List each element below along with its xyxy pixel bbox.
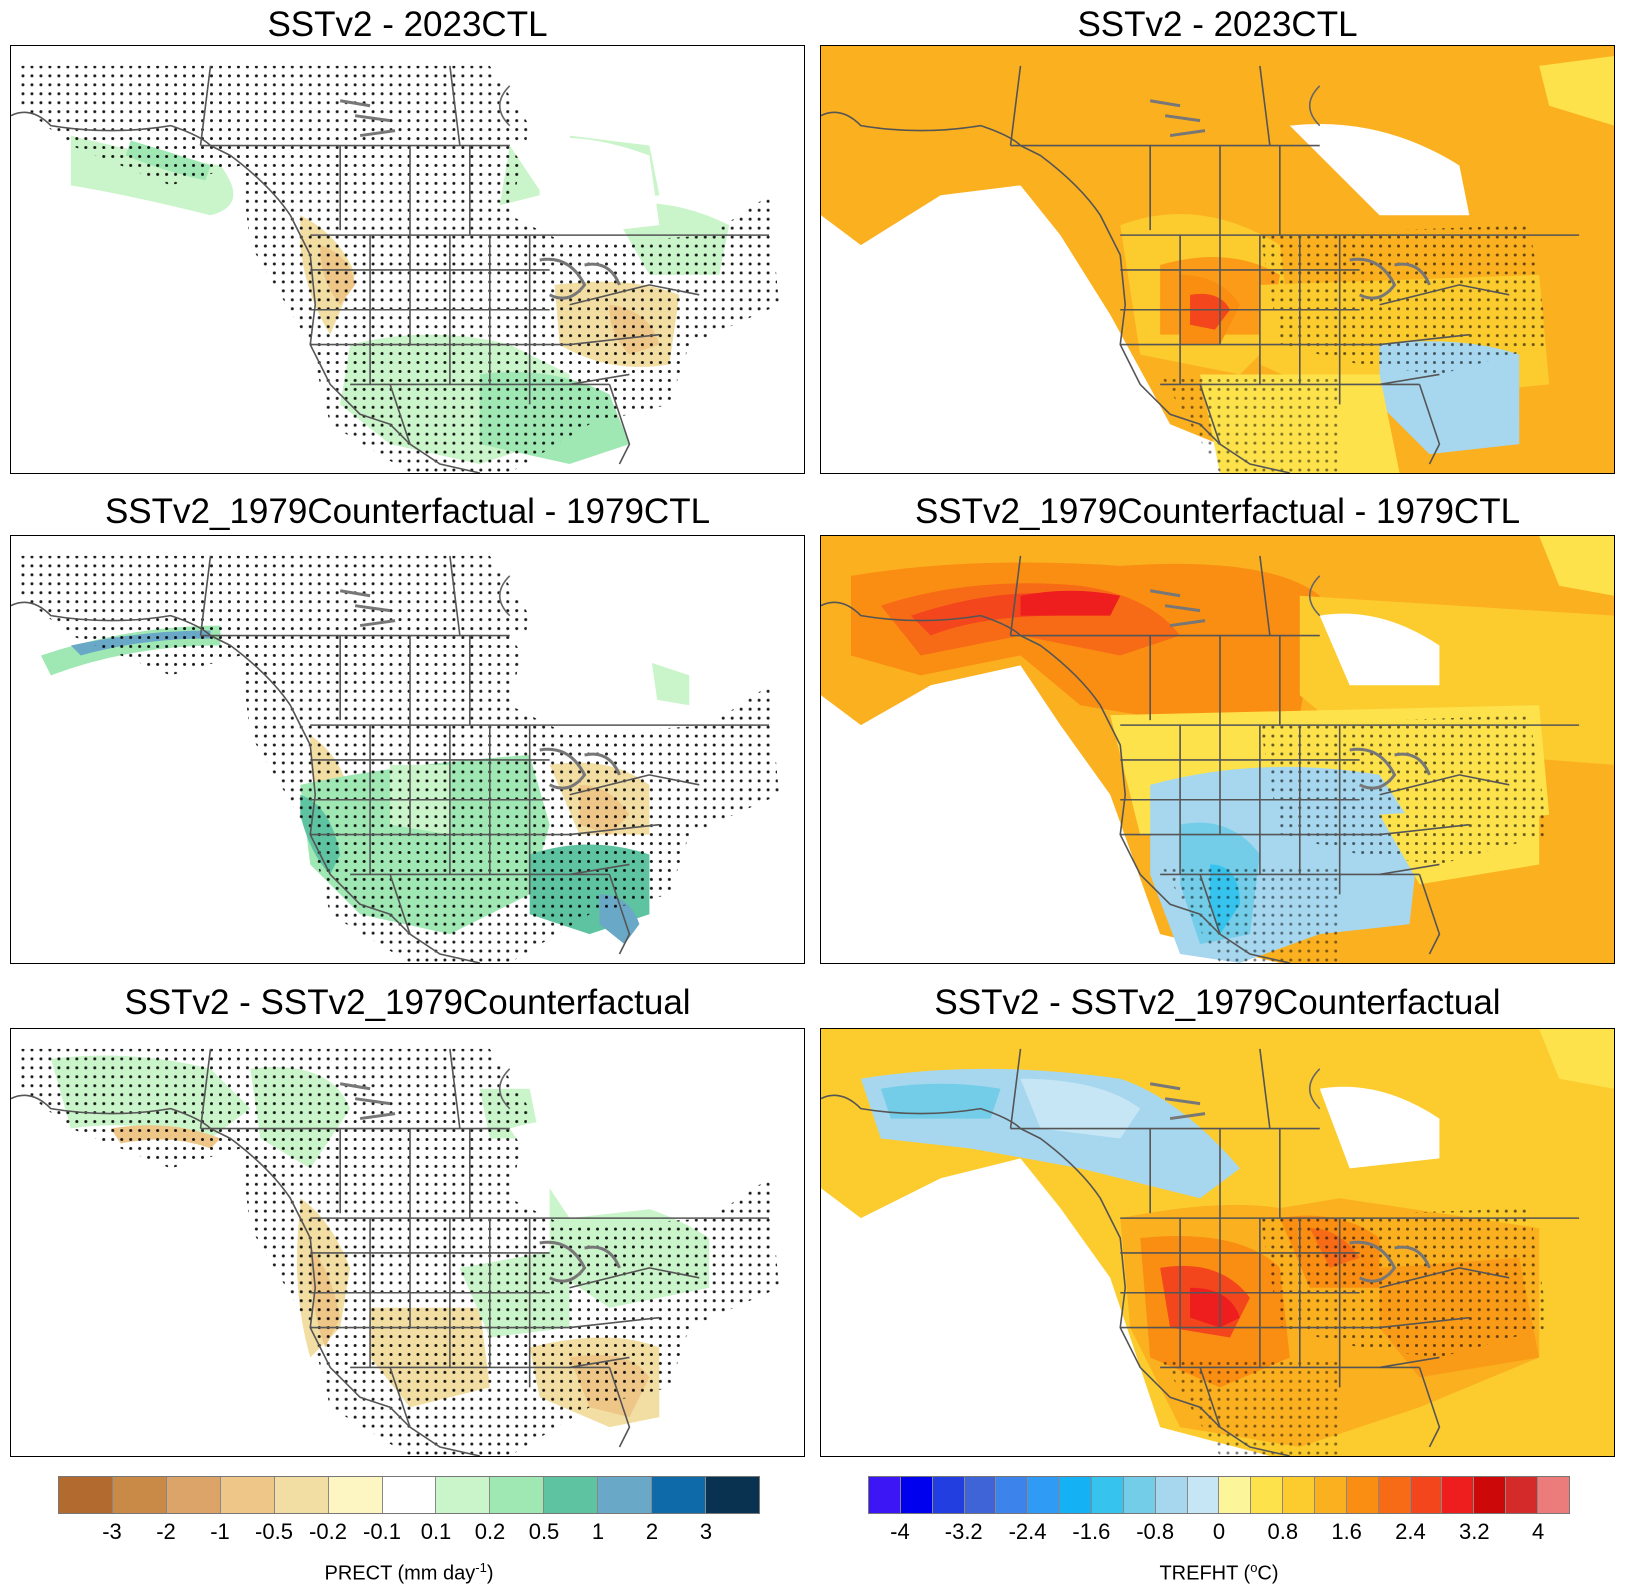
temp-cbar-swatch-1 [900, 1477, 933, 1513]
temp-ticks-label: -1.6 [1072, 1519, 1111, 1544]
temp-cbar-swatch-5 [1028, 1477, 1061, 1513]
temp-cbar-swatch-16 [1378, 1477, 1411, 1513]
temp-cbar-swatch-9 [1155, 1477, 1188, 1513]
temp-cbar-swatch-18 [1442, 1477, 1475, 1513]
precip-ticks-label: 2 [645, 1519, 659, 1544]
temp-ticks-label: 2.4 [1395, 1519, 1426, 1544]
temp-cbar-swatch-8 [1123, 1477, 1156, 1513]
temp-ticks-label: 1.6 [1331, 1519, 1362, 1544]
precip-ticks-label: -0.1 [363, 1519, 401, 1544]
temp-cbar-swatch-4 [996, 1477, 1029, 1513]
temp-cbar-swatch-12 [1251, 1477, 1284, 1513]
precip-cbar-swatch-8 [490, 1477, 545, 1513]
precip-cbar-swatch-10 [598, 1477, 653, 1513]
temp-cbar-swatch-3 [964, 1477, 997, 1513]
map-temp-3 [820, 1028, 1615, 1457]
temp-colorbar [868, 1476, 1570, 1514]
precip-cbar-swatch-4 [274, 1477, 329, 1513]
precip-ticks-label: 3 [699, 1519, 713, 1544]
temp-label-sup: o [1250, 1560, 1258, 1575]
temp-cbar-swatch-15 [1346, 1477, 1379, 1513]
map-precip-1 [10, 45, 805, 474]
temp-cbar-swatch-0 [869, 1477, 901, 1513]
temp-cbar-swatch-14 [1315, 1477, 1347, 1513]
temp-cbar-swatch-21 [1538, 1477, 1569, 1513]
map-precip-2 [10, 535, 805, 964]
precip-cbar-swatch-3 [220, 1477, 275, 1513]
temp-ticks-label: 4 [1531, 1519, 1545, 1544]
precip-ticks-label: 0.2 [474, 1519, 506, 1544]
precip-cbar-swatch-7 [436, 1477, 491, 1513]
map-precip-3 [10, 1028, 805, 1457]
temp-cbar-swatch-17 [1410, 1477, 1443, 1513]
temp-colorbar-label: TREFHT (oC) [1159, 1560, 1278, 1586]
temp-cbar-swatch-19 [1474, 1477, 1507, 1513]
precip-label-sup: -1 [475, 1560, 487, 1575]
temp-ticks-label: 0 [1212, 1519, 1226, 1544]
precip-ticks-label: 1 [591, 1519, 605, 1544]
temp-cbar-swatch-2 [932, 1477, 965, 1513]
precip-label-main: PRECT (mm day [324, 1562, 476, 1585]
temp-cbar-swatch-20 [1506, 1477, 1539, 1513]
precip-cbar-swatch-11 [652, 1477, 707, 1513]
temp-ticks-label: -4 [890, 1519, 910, 1544]
panel-title-temp-3: SSTv2 - SSTv2_1979Counterfactual [934, 983, 1501, 1022]
precip-ticks-label: -0.5 [255, 1519, 293, 1544]
map-temp-1 [820, 45, 1615, 474]
precip-cbar-swatch-6 [382, 1477, 437, 1513]
panel-title-temp-1: SSTv2 - 2023CTL [1077, 5, 1358, 44]
precip-ticks-label: 0.5 [528, 1519, 560, 1544]
precip-cbar-swatch-2 [166, 1477, 221, 1513]
precip-cbar-swatch-5 [328, 1477, 383, 1513]
temp-cbar-swatch-10 [1187, 1477, 1220, 1513]
precip-label-end: ) [486, 1562, 494, 1585]
precip-ticks-label: -2 [156, 1519, 176, 1544]
temp-cbar-swatch-11 [1219, 1477, 1252, 1513]
precip-ticks-label: -1 [210, 1519, 230, 1544]
precip-ticks-label: -3 [102, 1519, 122, 1544]
temp-label-main: TREFHT ( [1159, 1562, 1251, 1585]
precip-cbar-swatch-0 [59, 1477, 113, 1513]
temp-label-end: C) [1257, 1562, 1279, 1585]
temp-ticks-label: 3.2 [1458, 1519, 1490, 1544]
precip-ticks-label: -0.2 [309, 1519, 347, 1544]
panel-title-precip-3: SSTv2 - SSTv2_1979Counterfactual [124, 983, 691, 1022]
panel-title-precip-2: SSTv2_1979Counterfactual - 1979CTL [104, 492, 711, 531]
precip-ticks-label: 0.1 [420, 1519, 452, 1544]
temp-ticks-label: -0.8 [1136, 1519, 1175, 1544]
panel-title-temp-2: SSTv2_1979Counterfactual - 1979CTL [914, 492, 1521, 531]
temp-cbar-swatch-13 [1283, 1477, 1316, 1513]
temp-cbar-swatch-6 [1060, 1477, 1093, 1513]
temp-ticks-label: 0.8 [1267, 1519, 1299, 1544]
precip-cbar-swatch-12 [706, 1477, 759, 1513]
precip-colorbar [58, 1476, 760, 1514]
precip-cbar-swatch-1 [112, 1477, 167, 1513]
panel-title-precip-1: SSTv2 - 2023CTL [267, 5, 548, 44]
precip-cbar-swatch-9 [544, 1477, 599, 1513]
temp-ticks-label: -2.4 [1008, 1519, 1047, 1544]
temp-cbar-swatch-7 [1092, 1477, 1124, 1513]
map-temp-2 [820, 535, 1615, 964]
precip-colorbar-label: PRECT (mm day-1) [325, 1560, 494, 1586]
temp-ticks-label: -3.2 [944, 1519, 983, 1544]
